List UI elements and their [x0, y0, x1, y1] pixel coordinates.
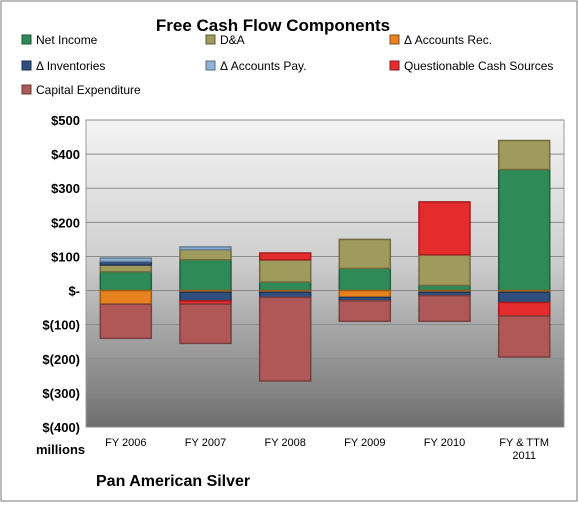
legend-swatch: [205, 34, 216, 45]
bar-segment: [258, 259, 312, 283]
bar-segment: [497, 139, 551, 171]
bars: [99, 139, 551, 382]
bar-segment: [99, 264, 153, 273]
x-tick-labels: FY 2006 FY 2007 FY 2008 FY 2009 FY 2010 FY & …: [105, 437, 549, 462]
bar-segment: [497, 291, 551, 304]
bar-segment: [99, 271, 153, 292]
bar-segment: [418, 201, 471, 256]
bar-segment: [179, 246, 232, 251]
bar-segment: [338, 300, 392, 323]
company-name: Pan American Silver: [96, 473, 250, 490]
x-tick-label: FY 2007: [185, 437, 226, 449]
bar-segment: [497, 315, 551, 358]
bar-segment: [258, 252, 312, 261]
plot-area: [85, 119, 565, 428]
y-unit-label: millions: [36, 442, 85, 457]
legend-label: Capital Expenditure: [36, 83, 141, 97]
legend-swatch: [21, 34, 32, 45]
bar-segment: [258, 296, 312, 382]
y-tick-labels: $500 $400 $300 $200 $100 $- $(100) $(200) $(300)…: [42, 113, 80, 435]
legend-label: Questionable Cash Sources: [404, 59, 553, 73]
legend-swatch: [389, 60, 400, 71]
bar-segment: [179, 259, 232, 292]
x-tick-label: FY & TTM 2011: [499, 437, 549, 462]
bar-segment: [99, 289, 153, 305]
legend-label: Δ Accounts Rec.: [404, 33, 492, 47]
x-tick-label: FY 2010: [424, 437, 465, 449]
bar-segment: [258, 281, 312, 292]
legend-swatch: [21, 84, 32, 95]
y-tick-label: $200: [51, 215, 80, 230]
legend-label: Net Income: [36, 33, 98, 47]
bar-segment: [338, 238, 392, 270]
legend-label: D&A: [220, 33, 245, 47]
legend-label: Δ Inventories: [36, 59, 105, 73]
y-tick-label: $(400): [42, 420, 80, 435]
y-tick-label: $-: [68, 284, 80, 299]
x-tick-label: FY 2009: [344, 437, 385, 449]
bar-segment: [99, 257, 153, 263]
bar-segment: [497, 168, 551, 292]
y-tick-label: $(300): [42, 386, 80, 401]
bar-segment: [179, 248, 232, 261]
bar-segment: [338, 289, 392, 299]
bar-segment: [418, 253, 471, 287]
bar-segment: [418, 284, 471, 292]
bar-segment: [258, 291, 312, 299]
legend-swatch: [205, 60, 216, 71]
bar-segment: [418, 294, 471, 323]
bar-segment: [179, 291, 232, 302]
bar-segment: [179, 303, 232, 345]
x-tick-label: FY 2006: [105, 437, 146, 449]
y-tick-label: $500: [51, 113, 80, 128]
y-tick-label: $300: [51, 181, 80, 196]
y-tick-label: $400: [51, 147, 80, 162]
legend: Net Income D&A Δ Accounts Rec. Δ Inventorie…: [21, 33, 553, 97]
y-tick-label: $(100): [42, 318, 80, 333]
y-tick-label: $100: [51, 249, 80, 264]
y-tick-label: $(200): [42, 352, 80, 367]
bar-segment: [338, 267, 392, 292]
bar-segment: [497, 301, 551, 317]
legend-swatch: [21, 60, 32, 71]
legend-label: Δ Accounts Pay.: [220, 59, 307, 73]
chart-title: Free Cash Flow Components: [156, 16, 390, 35]
x-tick-label: FY 2008: [264, 437, 305, 449]
gridlines: [86, 119, 564, 428]
legend-swatch: [389, 34, 400, 45]
bar-segment: [99, 303, 153, 340]
